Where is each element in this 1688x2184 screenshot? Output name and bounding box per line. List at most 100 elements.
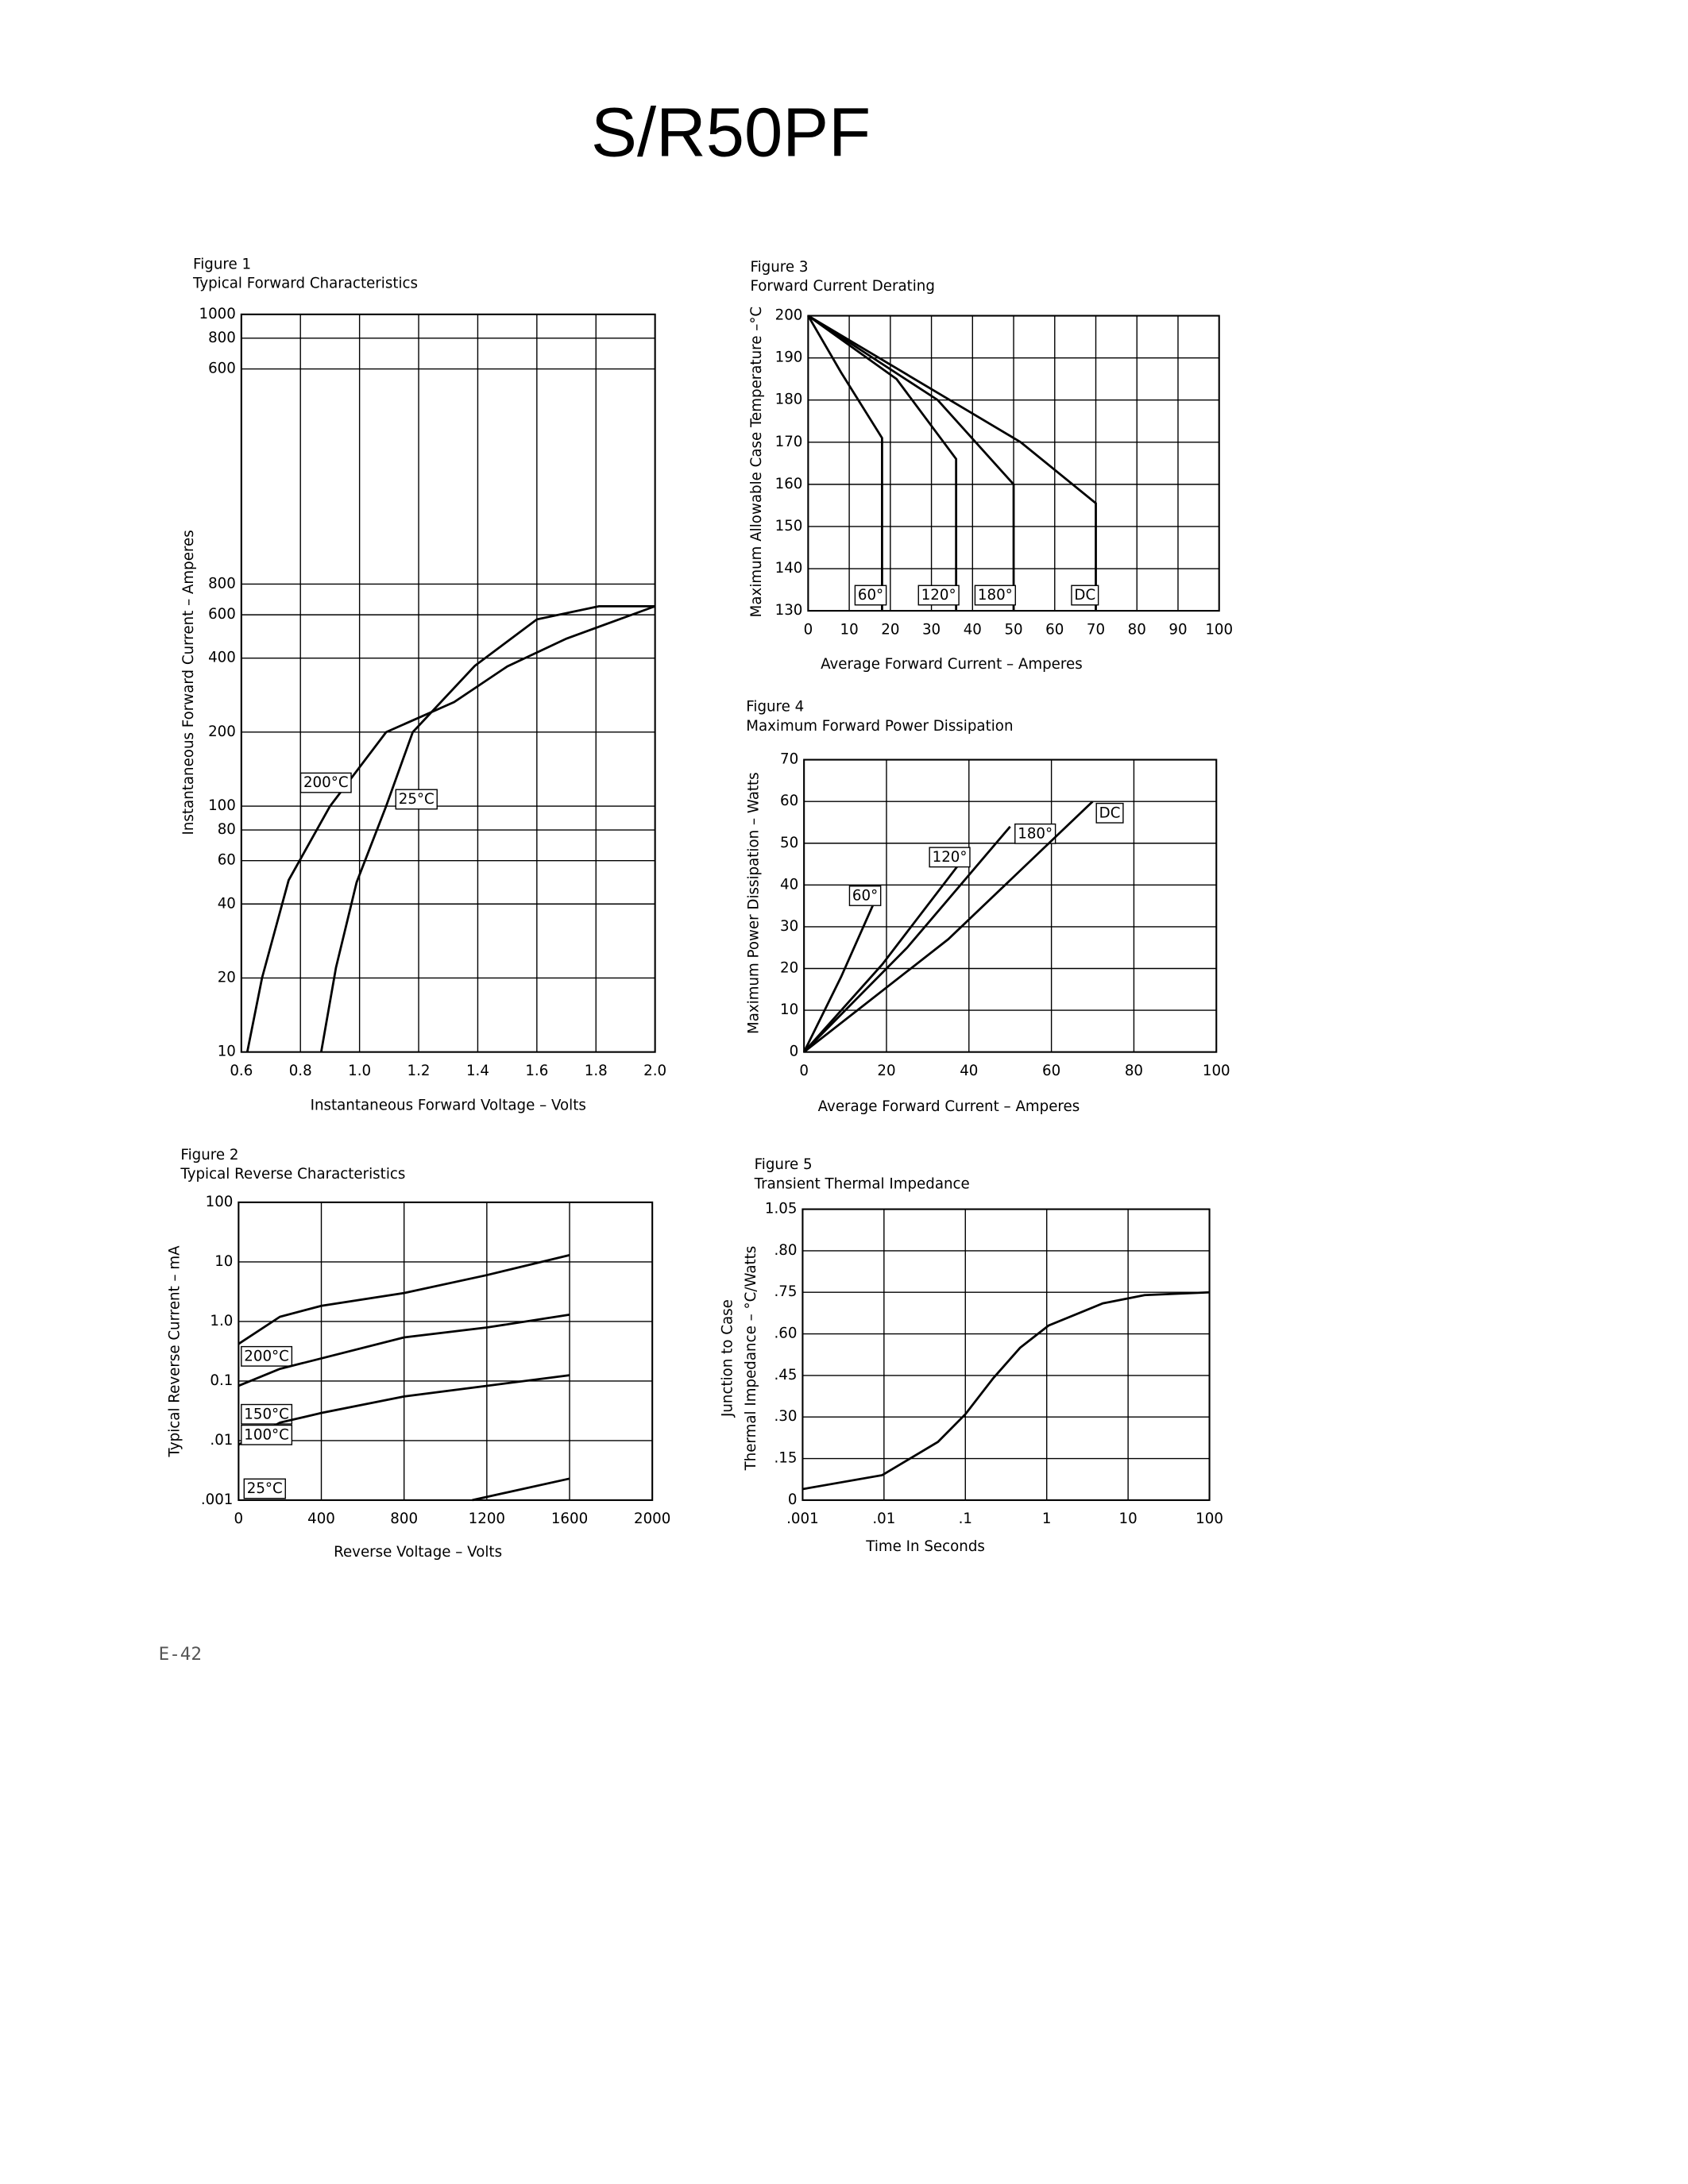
y-tick-label: .30 xyxy=(774,1408,797,1425)
x-tick-label: 80 xyxy=(1128,621,1146,638)
curve-label: 200°C xyxy=(303,774,349,791)
x-tick-label: 1200 xyxy=(469,1511,505,1527)
x-axis-label: Time In Seconds xyxy=(865,1538,985,1555)
x-tick-label: 1600 xyxy=(551,1511,588,1527)
y-tick-label: 600 xyxy=(208,361,236,377)
y-tick-label: 30 xyxy=(780,918,798,935)
x-tick-label: 0 xyxy=(234,1511,244,1527)
chart-title: Maximum Forward Power Dissipation xyxy=(746,718,1013,735)
y-tick-label: 160 xyxy=(775,476,803,492)
x-tick-label: 100 xyxy=(1196,1511,1223,1527)
curve-label: 25°C xyxy=(247,1480,283,1497)
curve-label: 120° xyxy=(921,587,956,604)
curve-label: 120° xyxy=(933,849,968,866)
y-tick-label: 100 xyxy=(208,797,236,814)
x-tick-label: .01 xyxy=(872,1511,895,1527)
y-axis-label: Typical Reverse Current – mA xyxy=(166,1245,183,1458)
x-tick-label: .1 xyxy=(959,1511,972,1527)
x-tick-label: 70 xyxy=(1087,621,1105,638)
curve-label: 180° xyxy=(1018,825,1053,842)
x-tick-label: 0 xyxy=(804,621,813,638)
x-tick-label: 100 xyxy=(1205,621,1233,638)
curve-label: 150°C xyxy=(244,1406,289,1422)
curve-label: 180° xyxy=(978,587,1013,604)
x-tick-label: 1.8 xyxy=(585,1063,608,1079)
y-axis-label: Maximum Power Dissipation – Watts xyxy=(746,772,763,1034)
curve-label: 100°C xyxy=(244,1426,289,1443)
y-tick-label: 0 xyxy=(788,1491,798,1508)
curve-label-box xyxy=(241,1345,293,1367)
y-tick-label: 180 xyxy=(775,392,803,408)
x-tick-label: 800 xyxy=(390,1511,418,1527)
curve-label-box xyxy=(1095,802,1124,824)
x-tick-label: 80 xyxy=(1125,1063,1143,1079)
y-tick-label: 130 xyxy=(775,602,803,619)
figure-number: Figure 5 xyxy=(755,1156,813,1173)
y-tick-label: 0 xyxy=(790,1044,799,1060)
x-axis-label: Reverse Voltage – Volts xyxy=(334,1544,502,1561)
curve xyxy=(807,314,958,612)
curve-label-box xyxy=(1014,823,1056,844)
curve-label: DC xyxy=(1074,587,1095,604)
y-tick-label: 190 xyxy=(775,349,803,366)
figure-number: Figure 2 xyxy=(180,1147,238,1163)
x-tick-label: 60 xyxy=(1045,621,1064,638)
x-tick-label: 2.0 xyxy=(643,1063,666,1079)
page-title: S/R50PF xyxy=(591,95,871,172)
y-tick-label: 150 xyxy=(775,518,803,534)
curve xyxy=(319,604,655,1052)
curve xyxy=(802,893,879,1053)
chart-title: Transient Thermal Impedance xyxy=(754,1175,970,1192)
curve xyxy=(807,314,1097,612)
y-tick-label: .60 xyxy=(774,1325,797,1342)
y-axis-label: Maximum Allowable Case Temperature –°C xyxy=(748,307,765,617)
x-tick-label: 1.0 xyxy=(348,1063,371,1079)
y-tick-label: 400 xyxy=(208,650,236,666)
x-tick-label: 1 xyxy=(1042,1511,1052,1527)
curve xyxy=(802,1291,1210,1491)
curve-label: 200°C xyxy=(244,1348,289,1364)
chart-title: Typical Reverse Characteristics xyxy=(180,1166,405,1183)
x-tick-label: 40 xyxy=(960,1063,978,1079)
y-axis-label: Instantaneous Forward Current – Amperes xyxy=(180,530,197,835)
curve-label-box xyxy=(854,585,887,606)
curve xyxy=(807,314,1015,612)
x-tick-label: 400 xyxy=(307,1511,335,1527)
curve-label-box xyxy=(299,772,352,793)
curve-label-box xyxy=(1071,585,1099,606)
x-tick-label: 0 xyxy=(799,1063,809,1079)
curve xyxy=(807,314,883,612)
y-tick-label: 800 xyxy=(208,575,236,592)
plot-frame xyxy=(240,313,656,1053)
curve xyxy=(238,1254,570,1345)
y-tick-label: 1000 xyxy=(199,306,235,322)
plot-frame xyxy=(238,1201,654,1501)
x-tick-label: 30 xyxy=(922,621,941,638)
y-axis-label: Thermal Impedance – °C/Watts xyxy=(743,1246,759,1472)
y-tick-label: 600 xyxy=(208,606,236,623)
y-tick-label: .001 xyxy=(201,1491,234,1508)
x-tick-label: 2000 xyxy=(634,1511,670,1527)
y-tick-label: 60 xyxy=(218,852,236,869)
y-tick-label: 40 xyxy=(218,895,236,912)
x-axis-label: Average Forward Current – Amperes xyxy=(818,1098,1080,1115)
y-tick-label: 200 xyxy=(775,307,803,324)
curve-label-box xyxy=(917,585,960,606)
curve-label: DC xyxy=(1099,805,1121,821)
x-tick-label: 1.4 xyxy=(466,1063,489,1079)
curve xyxy=(245,605,656,1052)
y-tick-label: 50 xyxy=(780,835,798,851)
x-tick-label: 20 xyxy=(877,1063,895,1079)
y-tick-label: .01 xyxy=(210,1432,233,1449)
x-tick-label: 0.6 xyxy=(230,1063,253,1079)
curve-label-box xyxy=(395,789,438,810)
x-tick-label: 50 xyxy=(1004,621,1022,638)
curve xyxy=(472,1477,570,1502)
curve-label-box xyxy=(243,1478,286,1499)
y-tick-label: 1.05 xyxy=(765,1201,798,1217)
curve xyxy=(803,801,1094,1053)
curve-label: 60° xyxy=(858,587,883,604)
y-tick-label: 1.0 xyxy=(210,1313,233,1329)
y-tick-label: 800 xyxy=(208,330,236,346)
